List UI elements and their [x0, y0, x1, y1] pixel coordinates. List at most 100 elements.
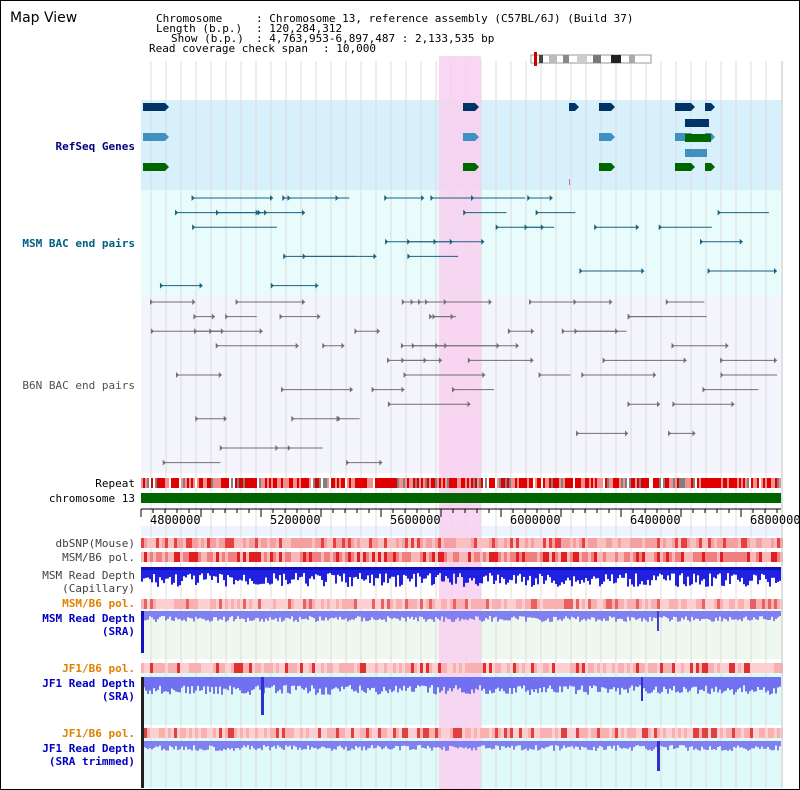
repeat-segment: [325, 478, 327, 488]
read-depth-bar: [529, 567, 531, 576]
refseq-gene: [675, 103, 691, 111]
read-depth-bar: [761, 567, 763, 574]
read-depth-bar: [259, 611, 261, 622]
repeat-segment: [385, 478, 387, 488]
read-depth-bar: [765, 611, 767, 620]
repeat-segment: [195, 478, 197, 488]
read-depth-bar: [425, 611, 427, 622]
read-depth-bar: [315, 741, 317, 749]
read-depth-bar: [735, 677, 737, 693]
read-depth-bar: [465, 567, 467, 583]
dbsnp-strip: [582, 538, 585, 548]
read-depth-bar: [643, 611, 645, 619]
read-depth-bar: [215, 741, 217, 751]
refseq-gene-arrow: [165, 163, 169, 171]
pol-strip: [705, 728, 708, 738]
pol-strip: [522, 728, 525, 738]
pol-strip: [369, 663, 372, 673]
track-label-jf1-depth-trim-2: (SRA trimmed): [48, 755, 135, 768]
read-depth-bar: [387, 677, 389, 694]
dbsnp-strip: [234, 538, 237, 548]
refseq-gene: [705, 163, 711, 171]
bac-end-marker: [337, 415, 341, 422]
dbsnp-strip: [522, 538, 525, 548]
repeat-segment: [413, 478, 415, 488]
read-depth-bar: [269, 611, 271, 618]
repeat-segment: [485, 478, 487, 488]
read-depth-bar: [161, 611, 163, 617]
read-depth-bar: [307, 567, 309, 587]
repeat-segment: [729, 478, 731, 488]
dbsnp-strip: [387, 538, 390, 548]
read-depth-bar: [277, 677, 279, 692]
read-depth-bar: [265, 567, 267, 578]
read-depth-bar: [237, 567, 239, 581]
pol-strip: [642, 728, 645, 738]
pol-strip: [297, 552, 300, 562]
repeat-segment: [227, 478, 229, 488]
dbsnp-strip: [555, 538, 558, 548]
dbsnp-strip: [684, 538, 687, 548]
bac-end-marker: [281, 386, 285, 393]
bac-end-marker: [609, 299, 613, 305]
read-depth-bar: [595, 677, 597, 687]
pol-strip: [672, 552, 675, 562]
read-depth-bar: [375, 677, 377, 692]
read-depth-bar: [195, 567, 197, 585]
read-depth-bar: [305, 567, 307, 584]
dbsnp-strip: [735, 538, 738, 548]
pol-strip: [303, 663, 306, 673]
read-depth-bar: [357, 611, 359, 617]
read-depth-bar: [661, 741, 663, 747]
pol-strip: [630, 552, 633, 562]
pol-strip: [183, 552, 186, 562]
read-depth-bar: [697, 611, 699, 619]
dbsnp-strip: [546, 538, 549, 548]
read-depth-bar: [735, 741, 737, 748]
pol-strip: [246, 728, 249, 738]
pol-strip: [333, 663, 336, 673]
pol-strip: [522, 663, 525, 673]
pol-strip: [645, 728, 648, 738]
pol-strip: [648, 663, 651, 673]
axis-tick-label: 4800000: [150, 513, 201, 527]
pol-strip: [330, 663, 333, 673]
pol-strip: [642, 599, 645, 609]
repeat-segment: [663, 478, 665, 488]
dbsnp-strip: [597, 538, 600, 548]
pol-strip: [579, 599, 582, 609]
read-depth-bar: [183, 677, 185, 686]
read-depth-bar: [471, 677, 473, 690]
read-depth-bar: [507, 741, 509, 747]
read-depth-bar: [483, 677, 485, 689]
dbsnp-strip: [699, 538, 702, 548]
read-depth-bar: [609, 677, 611, 690]
read-depth-bar: [633, 741, 635, 748]
repeat-segment: [167, 478, 169, 488]
read-depth-bar: [655, 677, 657, 687]
dbsnp-strip: [669, 538, 672, 548]
read-depth-bar: [233, 741, 235, 751]
pol-strip: [369, 599, 372, 609]
pol-strip: [501, 728, 504, 738]
pol-strip: [363, 599, 366, 609]
repeat-segment: [653, 478, 655, 488]
read-depth-bar: [491, 677, 493, 694]
pol-strip: [450, 552, 453, 562]
pol-strip: [543, 663, 546, 673]
repeat-segment: [455, 478, 457, 488]
dbsnp-strip: [348, 538, 351, 548]
bac-end-marker: [162, 459, 166, 466]
repeat-segment: [253, 478, 255, 488]
read-depth-bar: [251, 741, 253, 747]
read-depth-bar: [385, 741, 387, 747]
read-depth-bar: [363, 567, 365, 581]
read-depth-bar: [457, 677, 459, 690]
read-depth-bar: [557, 677, 559, 693]
pol-strip: [294, 599, 297, 609]
repeat-segment: [669, 478, 671, 488]
pol-strip: [261, 663, 264, 673]
read-depth-bar: [601, 567, 603, 585]
